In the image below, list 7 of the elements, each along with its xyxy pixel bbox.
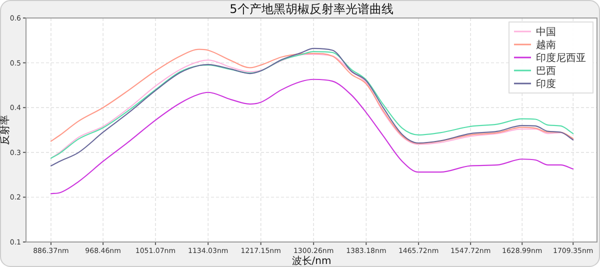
legend-label: 印度尼西亚 (536, 52, 586, 64)
legend-label: 越南 (536, 39, 556, 51)
x-axis-title: 波长/nm (292, 255, 332, 267)
chart-title: 5个产地黑胡椒反射率光谱曲线 (230, 2, 394, 16)
legend-label: 中国 (536, 26, 556, 38)
legend-label: 印度 (536, 78, 556, 90)
legend-label: 巴西 (536, 66, 556, 77)
